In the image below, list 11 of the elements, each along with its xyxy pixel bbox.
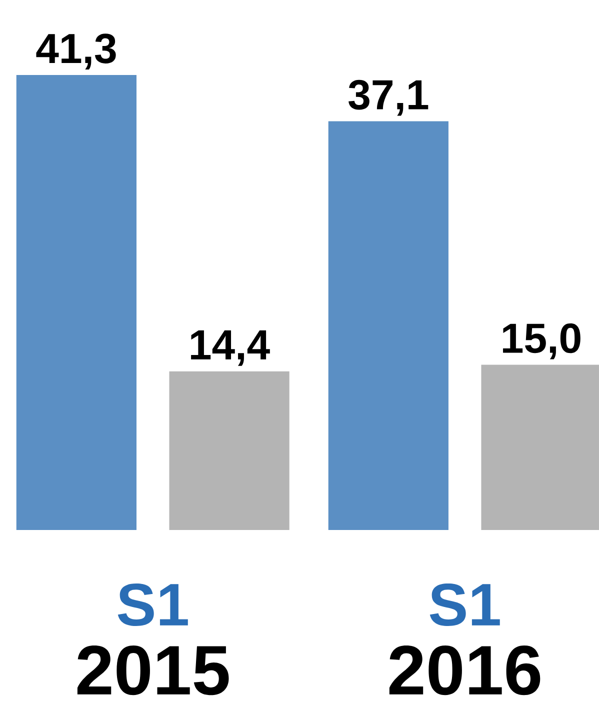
bar <box>328 121 448 530</box>
data-label: 41,3 <box>36 34 116 70</box>
x-tick-label: 2016 <box>389 646 540 696</box>
x-tick-label: 2015 <box>77 646 229 696</box>
bar <box>16 75 136 530</box>
data-label: 37,1 <box>348 80 428 116</box>
bar <box>169 371 290 530</box>
text: S1 <box>118 584 188 626</box>
data-label: 15,0 <box>503 323 580 360</box>
text: S1 <box>430 584 500 626</box>
data-label: 14,4 <box>191 330 270 366</box>
